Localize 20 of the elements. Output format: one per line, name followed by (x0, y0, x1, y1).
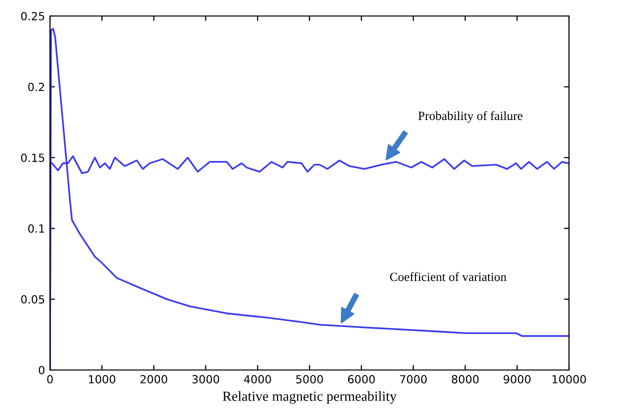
x-tick-label: 3000 (192, 375, 220, 384)
annotation: Probability of failure (418, 111, 522, 123)
x-tick-label: 5000 (296, 375, 323, 384)
y-tick-label: 0 (38, 366, 44, 374)
annotation: Coefficient of variation (390, 272, 506, 282)
y-tick-label: 0.2 (28, 82, 44, 92)
x-tick-label: 10000 (552, 375, 586, 384)
y-tick-label: 0.15 (21, 154, 44, 162)
x-axis-title: Relative magnetic permeability (222, 391, 397, 404)
x-tick-label: 7000 (400, 375, 427, 384)
x-tick-label: 6000 (348, 375, 375, 384)
x-tick-label: 1000 (88, 375, 116, 384)
y-tick-label: 0.05 (21, 295, 44, 304)
x-tick-label: 4000 (244, 375, 271, 384)
x-tick-label: 2000 (140, 375, 168, 384)
x-tick-label: 0 (47, 375, 53, 384)
x-tick-label: 9000 (504, 375, 530, 384)
x-tick-label: 8000 (452, 375, 479, 384)
y-tick-label: 0.25 (21, 12, 44, 20)
y-tick-label: 0.1 (28, 224, 44, 233)
